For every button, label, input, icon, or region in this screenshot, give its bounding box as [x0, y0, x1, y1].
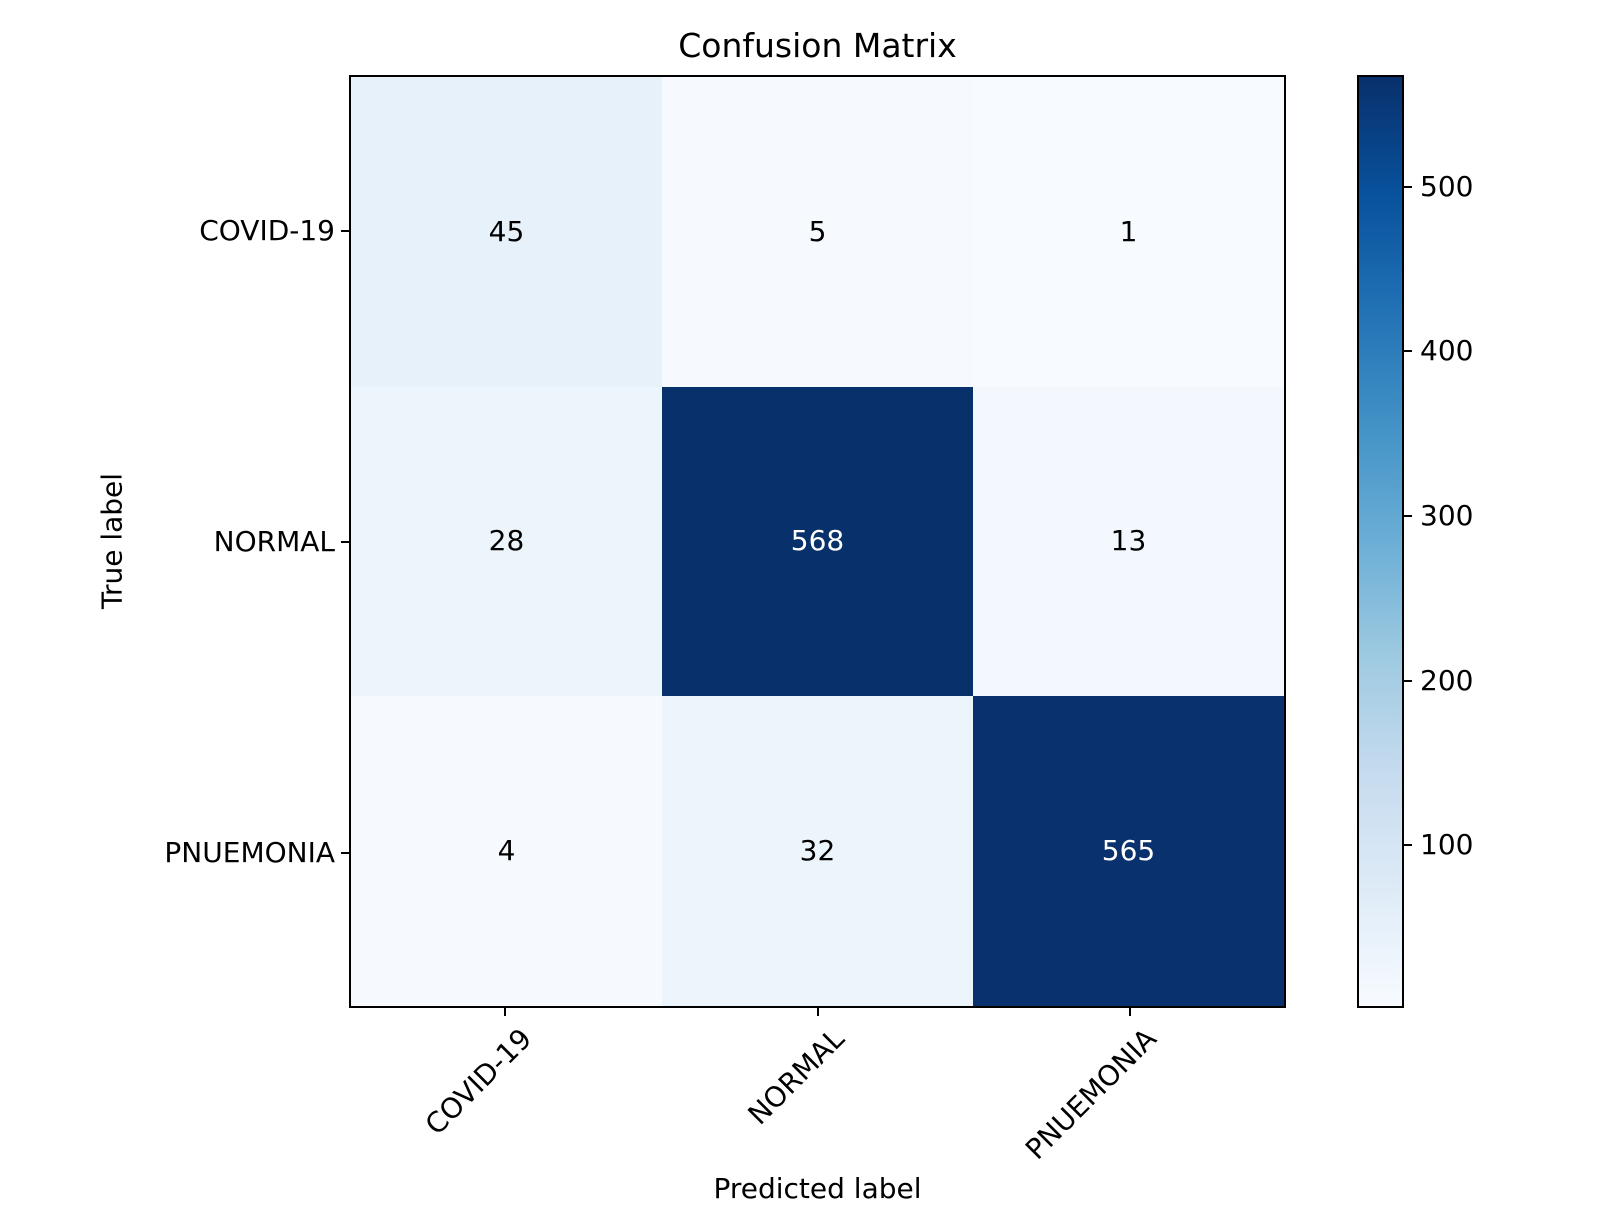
tick-mark — [1404, 350, 1412, 353]
matrix-cell-NORMAL-PNUEMONIA: 13 — [973, 386, 1284, 697]
cell-value: 5 — [808, 214, 827, 248]
tick-mark — [504, 1008, 507, 1016]
x-tick-label: COVID-19 — [419, 1022, 539, 1142]
tick-mark — [341, 851, 349, 854]
tick-mark — [1404, 844, 1412, 847]
tick-mark — [341, 540, 349, 543]
tick-mark — [1404, 185, 1412, 188]
colorbar — [1357, 75, 1404, 1008]
tick-mark — [816, 1008, 819, 1016]
tick-mark — [1404, 679, 1412, 682]
chart-title: Confusion Matrix — [678, 26, 957, 65]
y-tick-label: COVID-19 — [199, 213, 335, 247]
matrix-cell-PNUEMONIA-NORMAL: 32 — [662, 696, 973, 1006]
cell-value: 4 — [497, 834, 516, 868]
matrix-cell-COVID-19-COVID-19: 45 — [351, 77, 662, 387]
cell-value: 568 — [790, 524, 845, 558]
colorbar-tick-label: 100 — [1420, 828, 1474, 862]
x-tick-label: PNUEMONIA — [1019, 1022, 1164, 1166]
tick-mark — [1128, 1008, 1131, 1016]
heatmap-axes: 45 5 1 28 568 13 4 32 565 — [349, 75, 1286, 1008]
cell-value: 45 — [488, 214, 525, 248]
cell-value: 1 — [1119, 214, 1138, 248]
colorbar-tick-label: 200 — [1420, 663, 1474, 697]
matrix-cell-NORMAL-NORMAL: 568 — [662, 386, 973, 697]
x-tick-label: NORMAL — [741, 1022, 851, 1132]
colorbar-tick-label: 500 — [1420, 169, 1474, 203]
x-axis-label: Predicted label — [713, 1172, 922, 1205]
colorbar-tick-label: 400 — [1420, 334, 1474, 368]
matrix-cell-PNUEMONIA-COVID-19: 4 — [351, 696, 662, 1006]
y-tick-label: NORMAL — [213, 524, 335, 558]
matrix-cell-NORMAL-COVID-19: 28 — [351, 386, 662, 697]
y-axis-label: True label — [95, 472, 129, 610]
y-tick-label: PNUEMONIA — [164, 835, 335, 869]
cell-value: 28 — [488, 524, 525, 558]
matrix-cell-PNUEMONIA-PNUEMONIA: 565 — [973, 696, 1284, 1006]
matrix-cell-COVID-19-PNUEMONIA: 1 — [973, 77, 1284, 387]
colorbar-tick-label: 300 — [1420, 498, 1474, 532]
tick-mark — [1404, 514, 1412, 517]
cell-value: 13 — [1110, 524, 1147, 558]
cell-value: 32 — [799, 834, 836, 868]
cell-value: 565 — [1101, 834, 1156, 868]
tick-mark — [341, 229, 349, 232]
matrix-cell-COVID-19-NORMAL: 5 — [662, 77, 973, 387]
